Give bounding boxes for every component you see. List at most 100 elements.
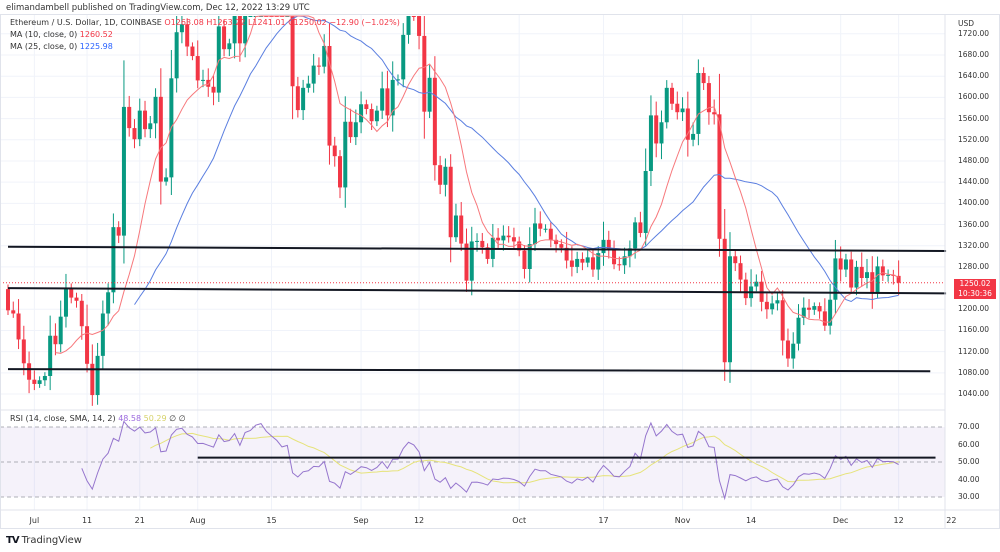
candle-body [575, 258, 580, 267]
candle-body [343, 121, 348, 188]
time-tick-label: 12 [413, 516, 425, 525]
candle-body [706, 83, 711, 113]
time-tick-label: 12 [893, 516, 904, 525]
candle-body [58, 316, 63, 345]
candle-body [148, 123, 153, 130]
candle-body [158, 96, 163, 182]
candle-body [596, 253, 601, 270]
candle-body [27, 363, 32, 380]
price-tick-label: 1560.00 [958, 113, 990, 123]
candle-body [638, 222, 643, 233]
candle-body [137, 110, 142, 140]
candle-body [696, 73, 701, 134]
candle-body [849, 259, 854, 288]
candle-body [896, 275, 901, 283]
trend-line[interactable] [7, 368, 931, 373]
candle-body [222, 26, 227, 50]
candle-body [116, 227, 121, 236]
candle-body [606, 239, 611, 251]
candle-body [127, 106, 132, 129]
price-tick-label: 1280.00 [958, 261, 990, 271]
candle-body [670, 87, 675, 104]
moving-averages [0, 15, 945, 354]
rsi-legend[interactable]: RSI (14, close, SMA, 14, 2) 48.58 50.29 … [10, 414, 186, 423]
footer[interactable]: TV TradingView [6, 535, 82, 546]
candle-body [390, 79, 395, 116]
ma10-legend[interactable]: MA (10, close, 0) 1260.52 [10, 30, 113, 39]
price-tick-label: 1320.00 [958, 240, 990, 250]
candle-body [812, 306, 817, 310]
candle-body [459, 215, 464, 244]
candle-body [21, 339, 26, 364]
candle-body [506, 235, 511, 238]
price-tick-label: 1720.00 [958, 28, 990, 38]
price-tick-label: 1600.00 [958, 92, 990, 102]
candle-body [469, 241, 474, 281]
candle-body [338, 156, 343, 188]
candle-body [880, 266, 885, 276]
drawn-lines[interactable] [7, 245, 947, 373]
candle-body [859, 266, 864, 279]
candle-body [32, 379, 37, 384]
candle-body [543, 228, 548, 230]
time-tick-label: Sep [353, 516, 369, 525]
last-price: 1250.02 [959, 279, 991, 288]
rsi-ma-value: 50.29 [143, 414, 167, 423]
candle-body [353, 122, 358, 138]
time-tick-label: Jul [29, 516, 40, 525]
candle-body [843, 259, 848, 270]
trend-line[interactable] [7, 287, 947, 295]
candle-body [627, 248, 632, 257]
candle-body [290, 16, 295, 87]
candle-body [306, 83, 311, 88]
ma10-line [55, 15, 899, 354]
candle-body [717, 114, 722, 239]
publisher-line: elimandambell published on TradingView.c… [6, 3, 310, 13]
ma10-value: 1260.52 [79, 30, 113, 39]
candle-body [585, 257, 590, 263]
time-tick-label: 21 [134, 516, 145, 525]
candle-body [179, 24, 184, 33]
candle-body [111, 227, 116, 293]
brand-name: TradingView [21, 535, 82, 546]
ma25-value: 1225.98 [79, 42, 113, 51]
candle-body [95, 355, 100, 396]
ohlc-open: O1263.08 [164, 18, 204, 27]
candle-body [633, 222, 638, 249]
candle-body [85, 326, 90, 364]
candle-body [886, 274, 891, 276]
candle-body [411, 16, 416, 17]
candle-body [743, 279, 748, 299]
time-tick-label: Aug [189, 516, 206, 525]
price-tick-label: 1640.00 [958, 71, 990, 81]
candle-body [322, 45, 327, 67]
candle-body [185, 24, 190, 47]
time-tick-label: 17 [598, 516, 609, 525]
candle-body [432, 77, 437, 166]
candle-body [438, 165, 443, 185]
symbol-legend[interactable]: Ethereum / U.S. Dollar, 1D, COINBASE O12… [10, 18, 400, 27]
candle-body [311, 65, 316, 84]
candle-body [121, 106, 126, 236]
candle-body [875, 266, 880, 293]
candle-body [501, 235, 506, 241]
candle-body [764, 301, 769, 310]
candle-body [770, 303, 775, 310]
candle-body [74, 297, 79, 301]
candle-body [37, 380, 42, 384]
candle-body [295, 86, 300, 111]
time-tick-label: 22 [946, 516, 957, 525]
price-tick-label: 1480.00 [958, 155, 990, 165]
ma25-legend[interactable]: MA (25, close, 0) 1225.98 [10, 42, 113, 51]
time-tick-label: Dec [832, 516, 849, 525]
time-tick-label: 15 [266, 516, 277, 525]
candle-body [374, 110, 379, 122]
candle-body [227, 43, 232, 50]
candle-body [211, 86, 216, 93]
candle-body [654, 115, 659, 144]
candle-body [100, 313, 105, 356]
last-price-tag: 1250.02 10:30:36 [954, 279, 996, 299]
trend-line[interactable] [7, 245, 947, 252]
candle-body [327, 45, 332, 146]
